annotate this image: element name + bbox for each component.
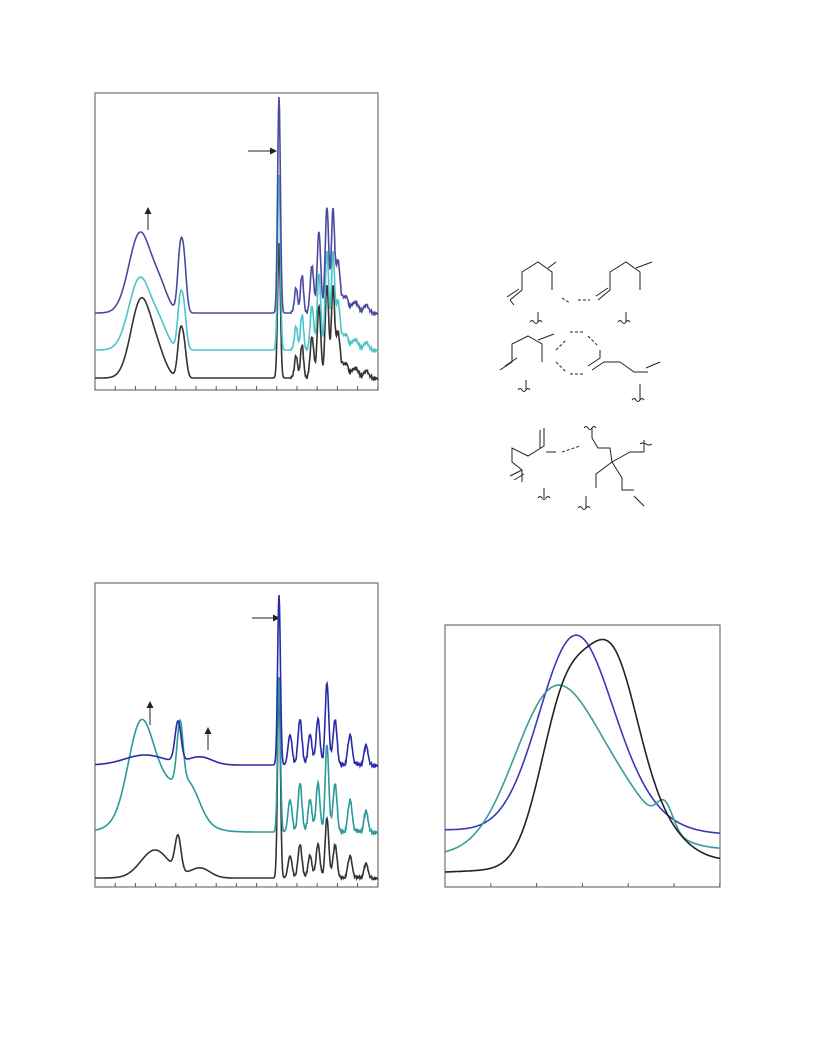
spectrum <box>94 594 379 769</box>
spectrum <box>94 676 379 836</box>
hbond <box>561 297 590 304</box>
structure <box>499 333 555 371</box>
spectrum <box>95 242 379 382</box>
spectrum <box>444 684 720 853</box>
structure <box>529 312 543 324</box>
panel-a-frame <box>94 92 379 391</box>
panel-b-frame <box>94 582 379 888</box>
structure <box>583 426 645 491</box>
structure <box>631 384 645 402</box>
spectrum <box>95 96 379 317</box>
structure <box>617 312 631 324</box>
spectrum <box>445 634 720 834</box>
structure <box>506 261 557 306</box>
structure <box>577 442 653 510</box>
structure <box>595 261 653 301</box>
spectrum <box>95 677 379 882</box>
spectrum <box>95 174 379 354</box>
hbond <box>555 331 599 375</box>
structure <box>517 380 531 392</box>
panel-c-frame <box>444 624 721 888</box>
structure <box>587 350 661 373</box>
hbond <box>561 445 581 453</box>
spectrum <box>445 638 721 873</box>
structures <box>499 261 661 510</box>
structure <box>509 428 556 482</box>
structure <box>537 488 551 500</box>
